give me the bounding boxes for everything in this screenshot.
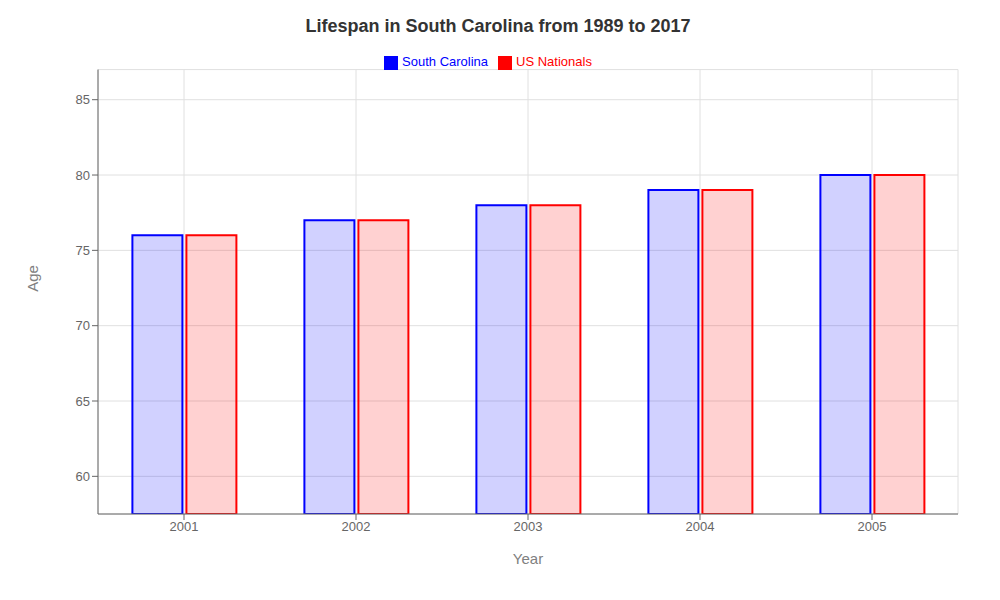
html-text:US Nationals: US Nationals — [516, 54, 592, 69]
svg-text:75: 75 — [76, 243, 90, 258]
svg-text:80: 80 — [76, 168, 90, 183]
svg-text:70: 70 — [76, 318, 90, 333]
html-text:South Carolina: South Carolina — [402, 54, 489, 69]
svg-text:85: 85 — [76, 92, 90, 107]
svg-text:Age: Age — [24, 265, 41, 292]
html-text:Lifespan in South Carolina fro: Lifespan in South Carolina from 1989 to … — [305, 16, 691, 36]
svg-text:Year: Year — [513, 550, 543, 567]
svg-text:2002: 2002 — [342, 519, 371, 534]
svg-text:2001: 2001 — [170, 519, 199, 534]
svg-text:65: 65 — [76, 394, 90, 409]
svg-text:2005: 2005 — [858, 519, 887, 534]
svg-text:2004: 2004 — [686, 519, 715, 534]
svg-text:60: 60 — [76, 469, 90, 484]
svg-text:2003: 2003 — [514, 519, 543, 534]
